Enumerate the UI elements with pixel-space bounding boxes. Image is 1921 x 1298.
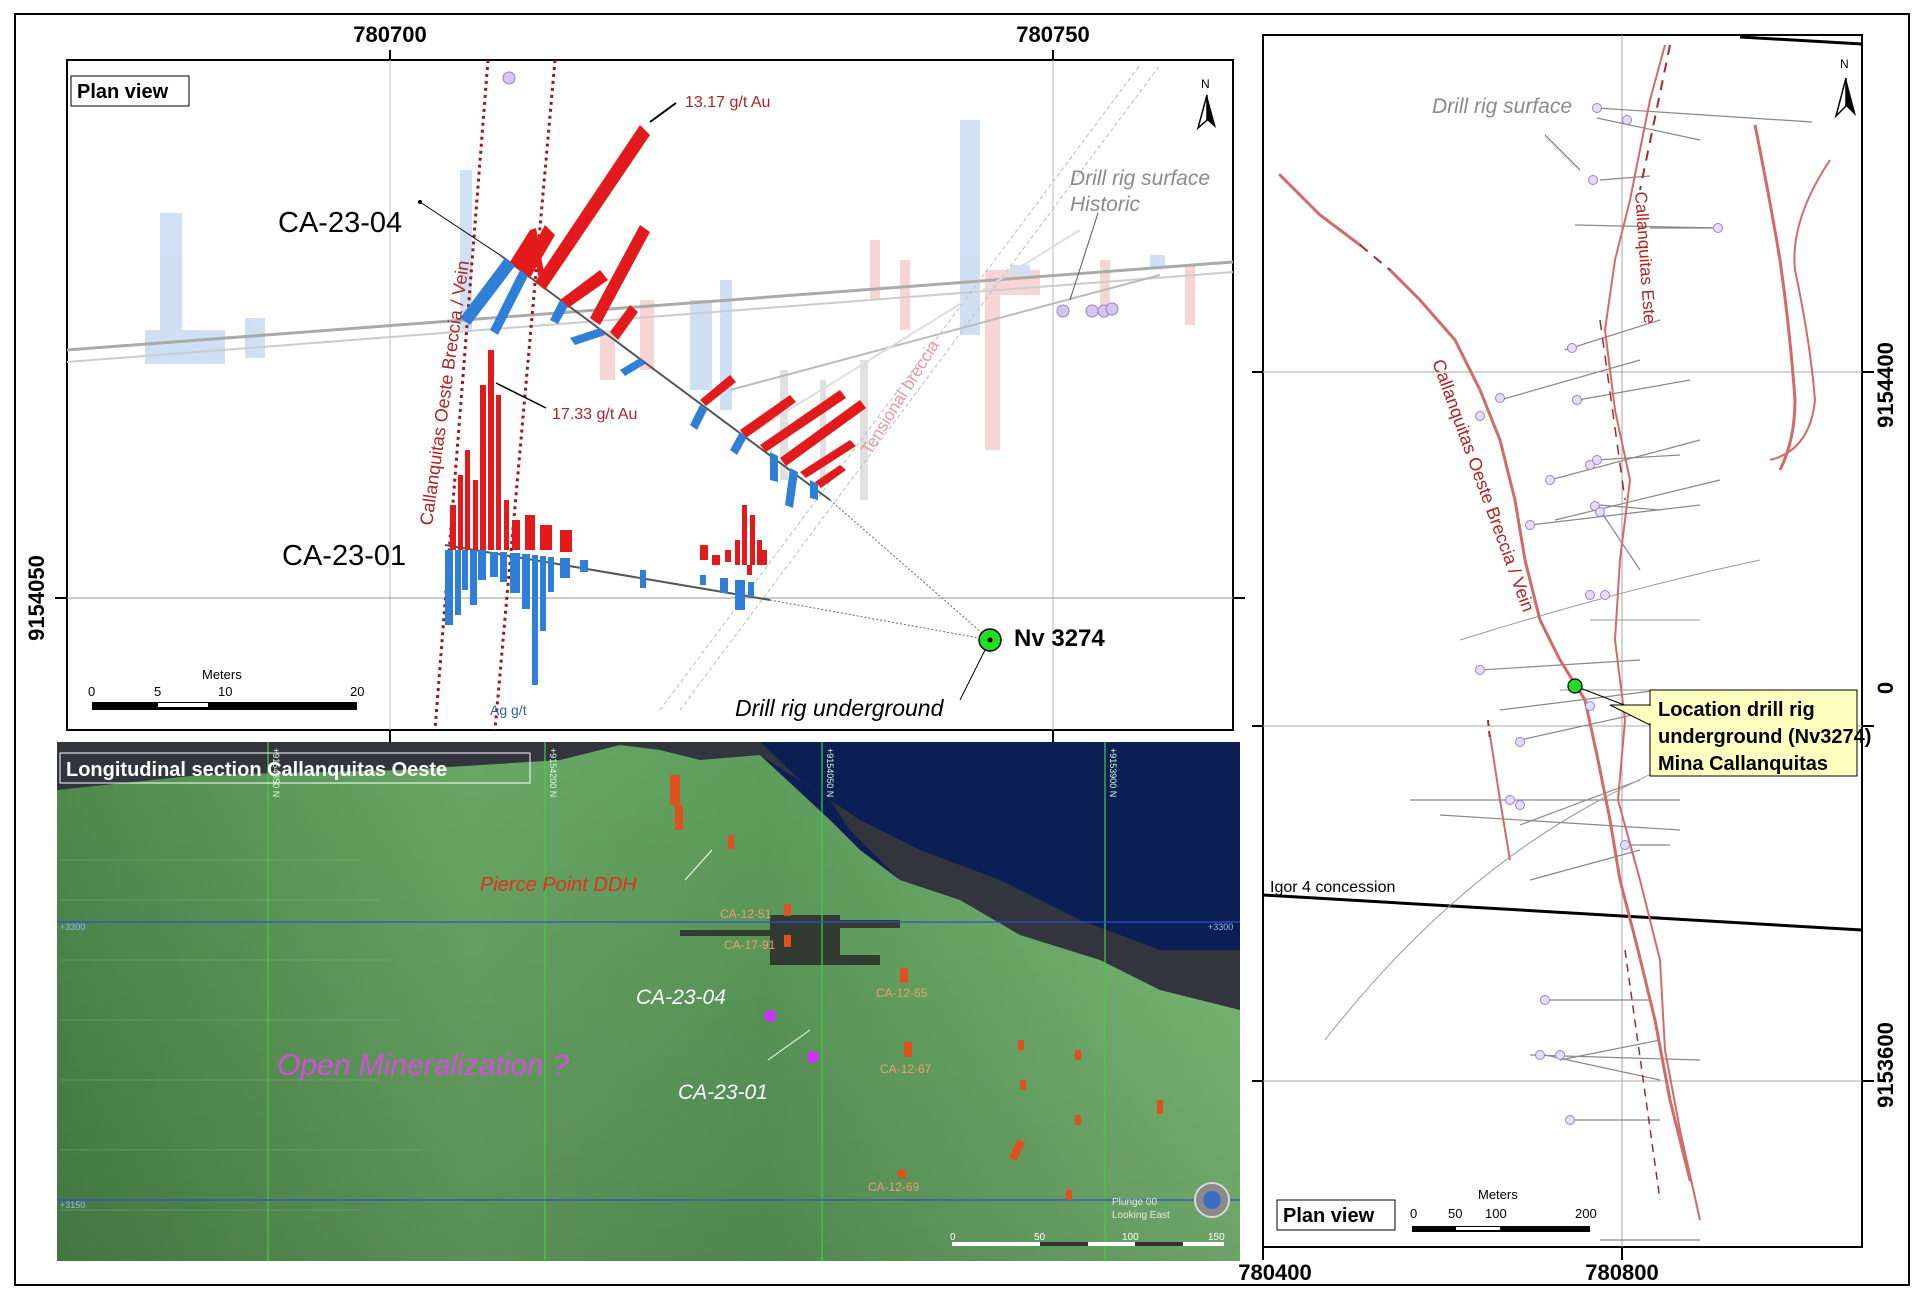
ag-label: Ag g/t [490, 702, 527, 718]
right-plan-title: Plan view [1283, 1205, 1375, 1227]
grid-label-1: +9154350 N [271, 748, 281, 797]
scale-20: 20 [350, 684, 364, 699]
igor-concession-label: Igor 4 concession [1270, 879, 1395, 896]
rig-location-marker [1567, 678, 1583, 694]
scale-title: Meters [202, 667, 242, 682]
coord-780700: 780700 [353, 22, 426, 47]
section-ca-12-69: CA-12-69 [868, 1180, 920, 1194]
right-drill-surface-label: Drill rig surface [1432, 95, 1572, 118]
right-scale-200: 200 [1575, 1206, 1597, 1221]
section-scale-0: 0 [950, 1232, 956, 1243]
north-arrow-icon-right [1834, 77, 1856, 119]
coord-9153600: 9153600 [1873, 1022, 1898, 1108]
right-scale-100: 100 [1485, 1206, 1507, 1221]
section-scale-50: 50 [1034, 1232, 1046, 1243]
north-arrow-icon [1196, 94, 1216, 131]
section-scale-150: 150 [1208, 1232, 1225, 1243]
gold-annotation-13: 13.17 g/t Au [685, 94, 770, 111]
coord-9154050: 9154050 [24, 555, 49, 641]
hole-label-ca-23-01: CA-23-01 [282, 540, 406, 572]
top-plan-view: N Plan view 780700 780750 9154050 CA-23-… [24, 22, 1245, 742]
ca-23-01-section-point [807, 1051, 819, 1063]
orientation-widget-icon [1194, 1182, 1230, 1218]
este-vein-line [1603, 44, 1701, 1221]
coord-9154400: 9154400 [1873, 342, 1898, 428]
scale-0: 0 [88, 684, 95, 699]
grid-label-4: +9153900 N [1108, 748, 1118, 797]
drill-surface-label-2: Historic [1070, 193, 1141, 216]
hole-label-ca-23-04: CA-23-04 [278, 207, 402, 239]
open-mineralization-label: Open Mineralization ? [277, 1049, 569, 1082]
igor-concession-line [1262, 893, 1863, 932]
section-ca-23-04: CA-23-04 [636, 986, 726, 1009]
scale-10: 10 [218, 684, 232, 699]
callout-line-3: Mina Callanquitas [1658, 753, 1828, 775]
scale-5: 5 [154, 684, 161, 699]
plunge-label-1: Plunge 00 [1112, 1197, 1157, 1208]
section-ca-17-91: CA-17-91 [724, 938, 776, 952]
section-ca-23-01: CA-23-01 [678, 1081, 768, 1104]
grid-label-3: +9154050 N [825, 748, 835, 797]
callout-line-2: underground (Nv3274) [1658, 726, 1871, 748]
section-ca-12-51: CA-12-51 [720, 907, 772, 921]
coord-780400: 780400 [1238, 1260, 1311, 1285]
rig-location-callout [1649, 689, 1858, 777]
grid-label-2: +9154200 N [548, 748, 558, 797]
section-ca-12-67: CA-12-67 [880, 1062, 932, 1076]
plan-view-title: Plan view [77, 81, 169, 103]
elev-3300-right: +3300 [1208, 922, 1233, 932]
north-label: N [1201, 77, 1210, 91]
nv-3274-label: Nv 3274 [1014, 625, 1105, 652]
top-scale-bar: Meters 0 5 10 20 [88, 667, 364, 710]
right-plan-view: Location drill rig underground (Nv3274) … [1238, 34, 1898, 1285]
gold-annotation-17: 17.33 g/t Au [552, 406, 637, 423]
coord-780800: 780800 [1585, 1260, 1658, 1285]
plunge-label-2: Looking East [1112, 1210, 1170, 1221]
north-label-right: N [1840, 57, 1849, 71]
section-scale-100: 100 [1122, 1232, 1139, 1243]
longitudinal-section: +3300 +3300 +3150 +9154350 N +9154200 N … [57, 742, 1240, 1261]
callout-line-1: Location drill rig [1658, 699, 1815, 721]
coord-780750: 780750 [1016, 22, 1089, 47]
oeste-vein-line [1278, 173, 1692, 1182]
pierce-point-label: Pierce Point DDH [480, 874, 637, 896]
right-scale-bar: Meters 0 50 100 200 [1410, 1187, 1597, 1232]
section-ca-12-65: CA-12-65 [876, 986, 928, 1000]
drill-surface-label-1: Drill rig surface [1070, 167, 1210, 190]
right-scale-title: Meters [1478, 1187, 1518, 1202]
section-scale-bar: 0 50 100 150 [950, 1232, 1225, 1246]
elev-3150-left: +3150 [60, 1200, 85, 1210]
ca-23-04-section-point [764, 1010, 776, 1022]
section-title: Longitudinal section Callanquitas Oeste [66, 759, 447, 781]
drill-underground-label: Drill rig underground [735, 695, 945, 721]
elev-3300-left: +3300 [60, 922, 85, 932]
right-scale-50: 50 [1448, 1206, 1462, 1221]
coord-0: 0 [1873, 682, 1898, 694]
right-scale-0: 0 [1410, 1206, 1417, 1221]
